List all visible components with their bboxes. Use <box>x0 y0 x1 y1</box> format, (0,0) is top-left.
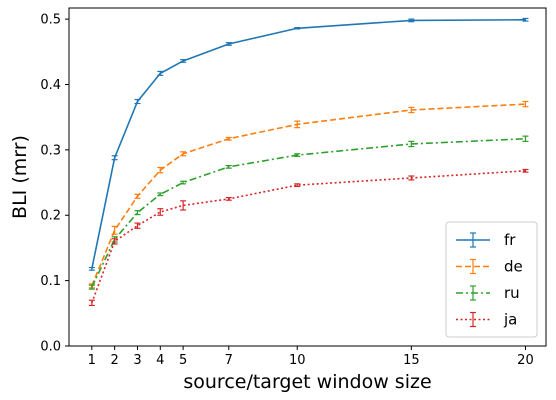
error-bar-fr <box>408 18 415 23</box>
x-tick-label: 2 <box>111 353 119 368</box>
error-bar-de <box>225 136 232 141</box>
error-bar-ru <box>408 140 415 148</box>
error-bar-fr <box>180 59 187 63</box>
x-tick-label: 20 <box>517 353 534 368</box>
series-ja <box>88 168 529 307</box>
error-bar-de <box>111 225 118 235</box>
error-bar-ru <box>157 192 164 197</box>
error-bar-ru <box>522 135 529 142</box>
x-tick-label: 10 <box>289 353 306 368</box>
x-tick-label: 5 <box>179 353 187 368</box>
series-line-ru <box>91 137 526 288</box>
error-bar-fr <box>88 266 95 271</box>
legend-item-fr: fr <box>456 231 516 249</box>
error-bar-de <box>522 100 529 108</box>
error-bar-ja <box>408 175 415 181</box>
legend-label-ru: ru <box>504 284 520 302</box>
y-tick-label: 0.2 <box>40 209 61 224</box>
error-bar-ja <box>111 238 118 245</box>
y-tick-label: 0.0 <box>40 340 61 355</box>
error-bar-fr <box>522 17 529 22</box>
x-tick-label: 15 <box>403 353 420 368</box>
error-bar-ja <box>522 168 529 173</box>
error-bar-ja <box>225 196 232 201</box>
error-bar-ja <box>88 299 95 307</box>
y-axis-title: BLI (mrr) <box>9 135 31 219</box>
x-axis: 1 2 3 4 5 7 10 15 20 <box>88 346 534 368</box>
x-tick-label: 1 <box>88 353 96 368</box>
legend-item-ja: ja <box>456 311 517 329</box>
legend-box <box>445 221 538 338</box>
error-bar-de <box>180 151 187 157</box>
error-bar-ru <box>180 180 187 185</box>
error-bar-de <box>157 166 164 174</box>
y-tick-label: 0.5 <box>40 13 61 28</box>
error-bar-fr <box>225 42 232 46</box>
error-bar-fr <box>111 155 118 161</box>
legend-label-de: de <box>504 258 523 276</box>
error-bar-fr <box>157 70 164 76</box>
error-bar-ja <box>180 200 187 211</box>
error-bar-ru <box>134 210 141 216</box>
legend-item-ru: ru <box>456 284 520 302</box>
x-axis-title: source/target window size <box>183 371 431 393</box>
series-ru <box>88 135 529 290</box>
plot-frame <box>68 7 547 347</box>
error-bar-ru <box>225 164 232 169</box>
error-bar-de <box>294 120 301 129</box>
plot-marks <box>88 17 529 307</box>
x-tick-label: 7 <box>225 353 233 368</box>
legend-item-de: de <box>456 258 523 276</box>
error-bar-ru <box>294 153 301 158</box>
y-axis: 0.0 0.1 0.2 0.3 0.4 0.5 <box>40 13 69 355</box>
error-bar-ja <box>157 208 164 216</box>
legend-label-ja: ja <box>503 311 517 329</box>
x-tick-label: 3 <box>133 353 141 368</box>
error-bar-ja <box>294 183 301 188</box>
y-tick-label: 0.4 <box>40 78 61 93</box>
series-fr <box>88 17 529 271</box>
y-tick-label: 0.3 <box>40 143 61 158</box>
legend-label-fr: fr <box>504 231 516 249</box>
x-tick-label: 4 <box>156 353 164 368</box>
error-bar-fr <box>134 98 141 105</box>
y-tick-label: 0.1 <box>40 274 61 289</box>
legend: fr de ru ja <box>445 221 538 338</box>
error-bar-ja <box>134 222 141 229</box>
error-bar-ru <box>88 284 95 290</box>
error-bar-fr <box>294 27 301 30</box>
error-bar-de <box>134 193 141 199</box>
error-bar-de <box>408 106 415 114</box>
